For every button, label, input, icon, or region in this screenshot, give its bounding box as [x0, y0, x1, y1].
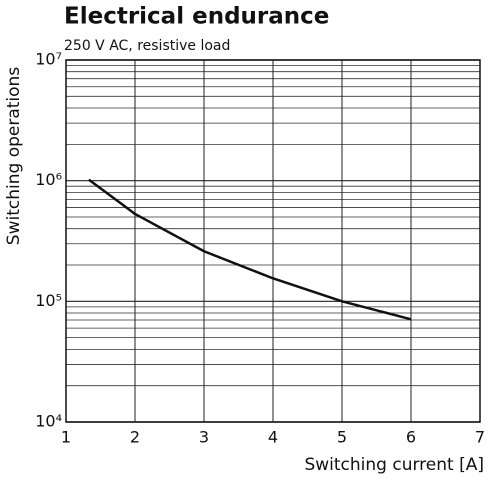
- y-tick-label: 10⁷: [35, 50, 62, 69]
- x-tick-label: 3: [199, 428, 209, 447]
- x-tick-label: 7: [475, 428, 485, 447]
- x-tick-label: 5: [337, 428, 347, 447]
- chart-subtitle: 250 V AC, resistive load: [64, 38, 230, 54]
- x-axis-label: Switching current [A]: [304, 455, 484, 475]
- chart-title: Electrical endurance: [64, 4, 329, 30]
- x-tick-label: 2: [130, 428, 140, 447]
- x-tick-label: 4: [268, 428, 278, 447]
- x-tick-label: 1: [61, 428, 71, 447]
- plot-frame: [65, 59, 481, 423]
- y-tick-label: 10⁶: [35, 170, 62, 189]
- y-axis-label: Switching operations: [4, 67, 24, 246]
- line-series: [88, 178, 412, 321]
- y-tick-label: 10⁴: [35, 412, 62, 431]
- x-tick-label: 6: [406, 428, 416, 447]
- y-tick-label: 10⁵: [35, 291, 62, 310]
